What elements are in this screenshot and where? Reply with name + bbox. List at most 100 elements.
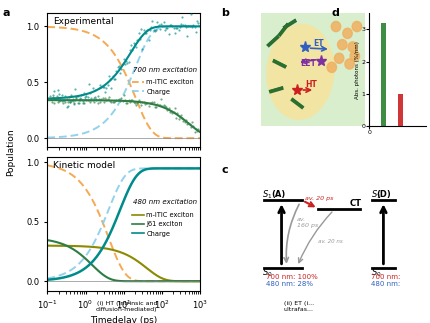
Point xyxy=(69,96,76,101)
Text: 480 nm excitation: 480 nm excitation xyxy=(133,199,197,205)
Point xyxy=(90,95,97,100)
Point xyxy=(149,99,156,104)
Point xyxy=(158,96,165,101)
Point xyxy=(52,96,59,101)
Circle shape xyxy=(327,62,337,72)
Point xyxy=(88,95,95,100)
Point xyxy=(49,95,56,100)
Point xyxy=(194,129,201,134)
Point xyxy=(71,101,77,106)
Point xyxy=(141,102,148,107)
Text: av. 20 ps: av. 20 ps xyxy=(304,196,333,201)
Point xyxy=(74,101,81,106)
Point xyxy=(79,100,86,105)
Point xyxy=(120,93,127,98)
Point xyxy=(169,110,176,115)
Ellipse shape xyxy=(266,24,335,120)
Point xyxy=(78,92,85,97)
Point xyxy=(147,100,154,105)
Point xyxy=(138,27,144,32)
Point xyxy=(117,71,123,76)
Point xyxy=(149,18,156,23)
Point xyxy=(74,93,81,98)
Point xyxy=(157,102,163,108)
Point xyxy=(183,24,190,29)
Point xyxy=(107,76,114,81)
Point xyxy=(125,98,132,103)
Point xyxy=(49,92,56,98)
Point xyxy=(161,27,168,33)
Point xyxy=(103,97,110,102)
Point xyxy=(126,99,133,104)
Point xyxy=(155,22,162,27)
Point xyxy=(73,95,80,100)
Point xyxy=(133,45,140,50)
Point xyxy=(139,99,146,105)
Point xyxy=(84,97,91,102)
Text: $S_1$: $S_1$ xyxy=(371,188,381,201)
Point xyxy=(120,56,127,61)
Point xyxy=(89,85,96,90)
Point xyxy=(77,97,84,102)
Circle shape xyxy=(350,51,359,61)
Point xyxy=(59,101,66,106)
Point xyxy=(145,103,152,108)
Point xyxy=(193,30,200,35)
Point xyxy=(138,102,144,107)
Point xyxy=(53,93,60,98)
Point xyxy=(57,98,64,103)
Point xyxy=(180,23,187,28)
Point xyxy=(97,82,104,87)
Point xyxy=(160,103,167,108)
Point xyxy=(195,127,202,132)
Point xyxy=(82,95,89,100)
Point xyxy=(86,81,92,87)
Point xyxy=(64,103,71,109)
Point xyxy=(79,98,86,103)
Point xyxy=(99,85,106,90)
Point xyxy=(86,97,92,102)
Point xyxy=(51,88,58,93)
Point xyxy=(119,61,126,67)
Circle shape xyxy=(331,21,341,32)
Point xyxy=(136,36,143,41)
Point xyxy=(134,38,141,43)
Text: $S_1$: $S_1$ xyxy=(261,188,272,201)
Point xyxy=(155,102,162,107)
Point xyxy=(176,115,183,120)
Point xyxy=(93,97,100,102)
Point xyxy=(184,121,190,126)
Point xyxy=(117,98,123,103)
Point xyxy=(124,61,131,66)
Text: ET: ET xyxy=(313,39,323,48)
Text: CT: CT xyxy=(350,199,362,208)
Point xyxy=(175,116,182,121)
Point xyxy=(133,102,140,107)
Point xyxy=(100,85,107,90)
Point xyxy=(124,101,131,106)
Point xyxy=(68,98,75,103)
Point xyxy=(185,24,192,29)
Point xyxy=(166,109,173,114)
Point xyxy=(187,124,194,129)
Text: (ii) ET (i...
ultrafas...: (ii) ET (i... ultrafas... xyxy=(284,301,314,312)
Circle shape xyxy=(338,39,347,50)
Point xyxy=(185,120,192,125)
Point xyxy=(59,98,66,103)
Point xyxy=(54,99,61,105)
Point xyxy=(178,22,184,27)
Legend: m-ITIC exciton, J61 exciton, Charge: m-ITIC exciton, J61 exciton, Charge xyxy=(130,210,197,239)
Point xyxy=(94,100,101,105)
Circle shape xyxy=(335,53,344,63)
Point xyxy=(78,96,85,101)
Point xyxy=(62,100,69,105)
Point xyxy=(157,26,163,32)
Point xyxy=(130,99,137,104)
Point xyxy=(83,93,90,98)
Point xyxy=(94,94,101,99)
Point xyxy=(104,83,111,88)
Point xyxy=(54,88,61,93)
Y-axis label: Abs. photons (%/nm): Abs. photons (%/nm) xyxy=(355,41,360,99)
Point xyxy=(191,130,198,135)
FancyBboxPatch shape xyxy=(260,12,366,128)
